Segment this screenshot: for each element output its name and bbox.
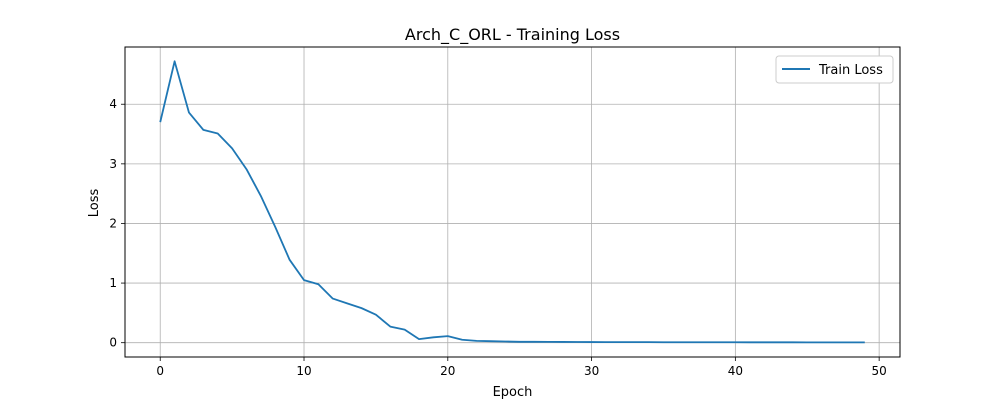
y-tick-label: 3 xyxy=(109,157,117,171)
y-tick-label: 0 xyxy=(109,336,117,350)
x-tick-label: 0 xyxy=(156,364,164,378)
x-axis-label: Epoch xyxy=(493,385,533,400)
legend-box xyxy=(775,55,894,84)
x-tick-label: 30 xyxy=(584,364,599,378)
x-tick-label: 10 xyxy=(296,364,311,378)
y-tick-label: 2 xyxy=(109,216,117,230)
axis-ticks: 0 10 20 30 40 50 0 1 2 3 4 xyxy=(109,97,886,378)
legend-label-train-loss: Train Loss xyxy=(818,63,883,78)
x-tick-label: 40 xyxy=(728,364,743,378)
chart-title: Arch_C_ORL - Training Loss xyxy=(405,25,620,45)
y-tick-label: 1 xyxy=(109,276,117,290)
plot-frame xyxy=(124,46,901,358)
y-tick-label: 4 xyxy=(109,97,117,111)
x-tick-label: 20 xyxy=(440,364,455,378)
x-tick-label: 50 xyxy=(872,364,887,378)
y-axis-label: Loss xyxy=(87,189,102,218)
series-line-train-loss xyxy=(159,60,865,344)
legend: Train Loss xyxy=(775,55,894,84)
series-layer xyxy=(159,60,865,344)
